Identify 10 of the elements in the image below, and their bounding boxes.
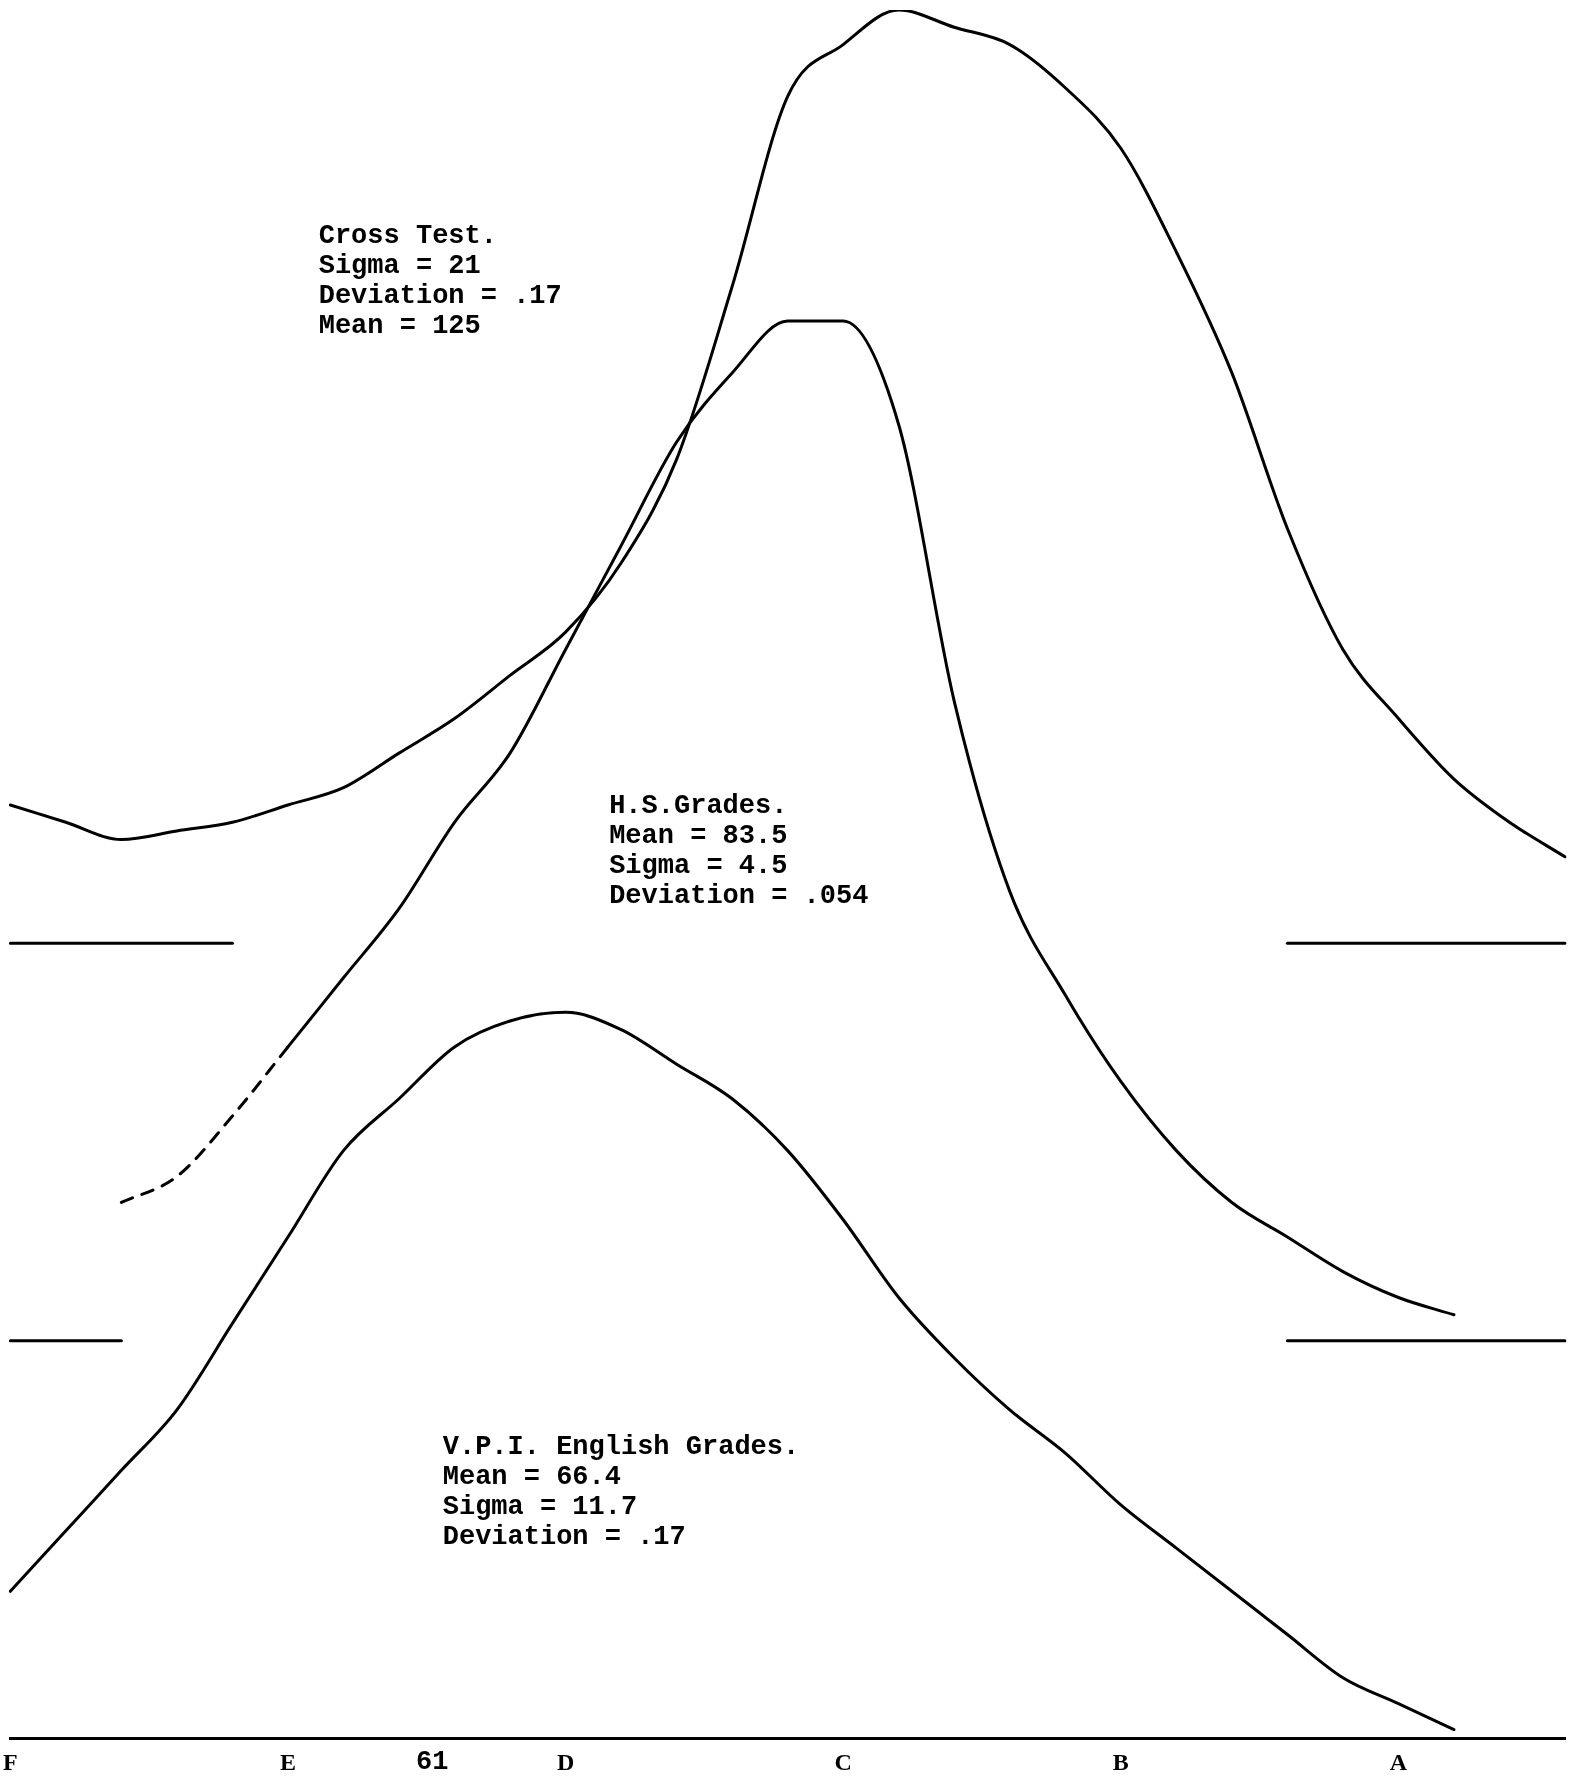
- text: 61: [416, 1747, 449, 1778]
- x-tick-label: F: [2, 1748, 18, 1775]
- x-tick-label: A: [1389, 1748, 1408, 1775]
- x-tick-label: E: [279, 1748, 296, 1775]
- x-tick-label: C: [834, 1748, 852, 1775]
- x-tick-label: D: [556, 1748, 575, 1775]
- annotation: V.P.I. English Grades. Mean = 66.4 Sigma = 11.7 Deviation = .17: [442, 1432, 800, 1552]
- annotation: H.S.Grades. Mean = 83.5 Sigma = 4.5 Deviation = .054: [609, 790, 869, 911]
- annotation: Cross Test. Sigma = 21 Deviation = .17 Mean = 125: [318, 220, 562, 341]
- x-tick-label: B: [1112, 1748, 1129, 1775]
